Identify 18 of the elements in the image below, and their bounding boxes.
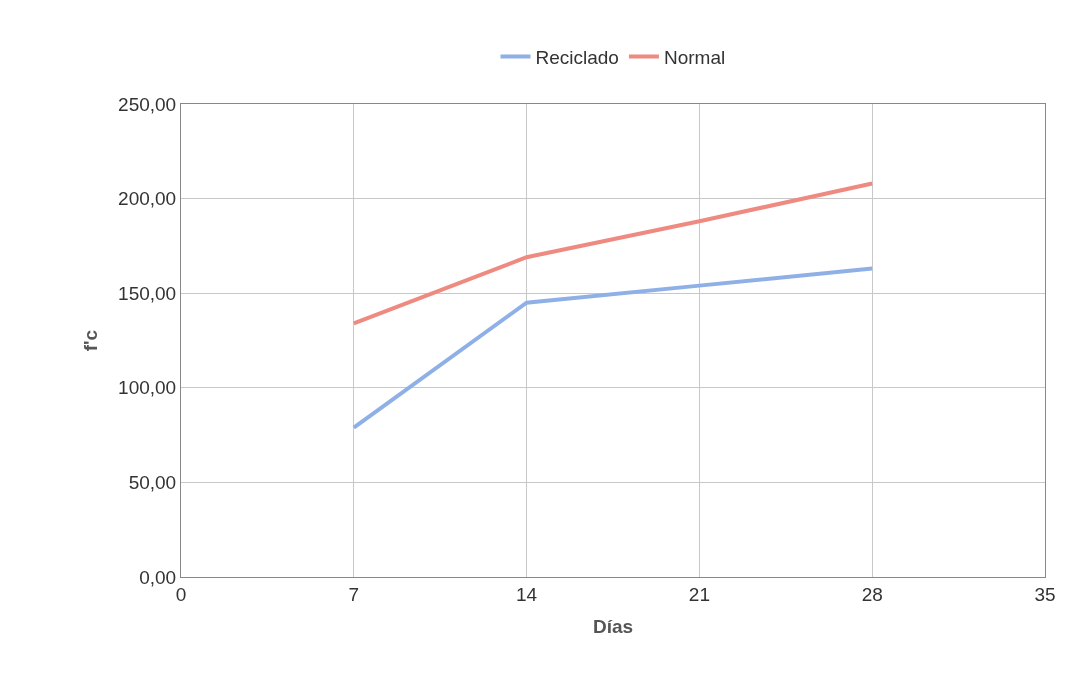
legend-label: Normal [663, 46, 726, 68]
line-series [351, 266, 875, 430]
x-tick-label: 0 [175, 583, 187, 605]
y-tick-label: 50,00 [128, 472, 177, 494]
line-series [351, 181, 875, 326]
y-tick-label: 100,00 [118, 377, 177, 399]
x-tick-label: 35 [1034, 583, 1056, 605]
y-tick-label: 150,00 [118, 282, 177, 304]
y-tick-label: 200,00 [118, 188, 177, 210]
y-tick-label: 250,00 [118, 93, 177, 115]
x-tick-label: 21 [688, 583, 710, 605]
y-tick-label: 0,00 [139, 566, 177, 588]
x-axis-title: Días [592, 615, 634, 637]
x-tick-label: 28 [861, 583, 883, 605]
x-tick-label: 7 [348, 583, 360, 605]
y-axis-title: f'c [79, 329, 101, 352]
x-tick-label: 14 [516, 583, 538, 605]
legend-label: Reciclado [535, 46, 619, 68]
